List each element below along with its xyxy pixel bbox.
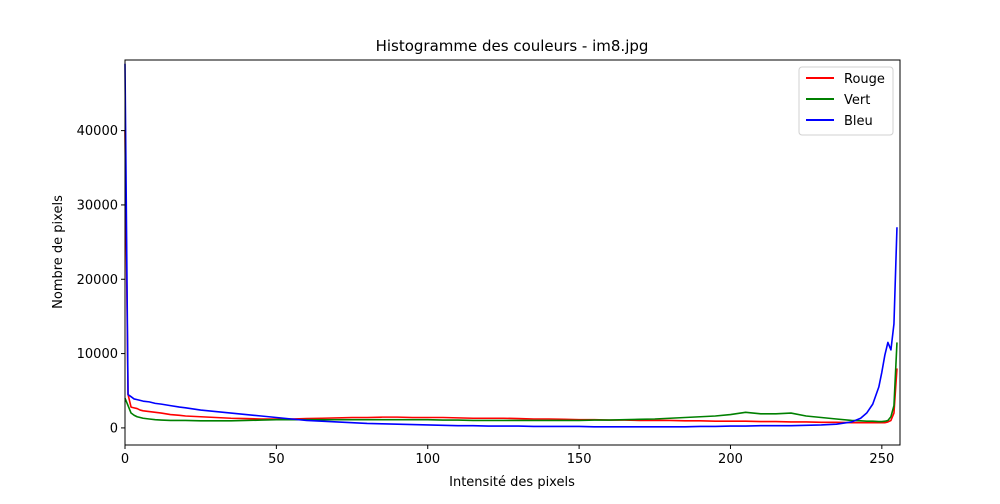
legend-label-rouge: Rouge — [844, 72, 885, 87]
x-tick-label: 100 — [415, 452, 440, 467]
legend-label-bleu: Bleu — [844, 114, 873, 129]
axes-frame — [124, 59, 901, 446]
chart-title: Histogramme des couleurs - im8.jpg — [376, 37, 649, 55]
y-tick-label: 10000 — [77, 347, 118, 362]
y-tick-label: 0 — [110, 421, 118, 436]
x-ticks: 0 50 100 150 200 250 — [121, 445, 894, 467]
series-line-bleu — [124, 63, 898, 428]
y-tick-label: 20000 — [77, 273, 118, 288]
plot-lines — [124, 63, 898, 428]
y-tick-label: 30000 — [77, 198, 118, 213]
series-line-rouge — [124, 130, 898, 424]
y-tick-label: 40000 — [77, 124, 118, 139]
legend-box — [798, 66, 894, 136]
x-tick-label: 50 — [268, 452, 285, 467]
x-tick-label: 200 — [718, 452, 743, 467]
x-tick-label: 250 — [869, 452, 894, 467]
series-line-vert — [124, 342, 898, 423]
x-tick-label: 150 — [567, 452, 592, 467]
legend-label-vert: Vert — [844, 93, 870, 108]
x-axis-label: Intensité des pixels — [449, 475, 575, 490]
legend: Rouge Vert Bleu — [798, 66, 894, 136]
y-ticks: 0 10000 20000 30000 40000 — [77, 124, 125, 436]
y-axis-label: Nombre de pixels — [51, 195, 66, 309]
x-tick-label: 0 — [121, 452, 129, 467]
